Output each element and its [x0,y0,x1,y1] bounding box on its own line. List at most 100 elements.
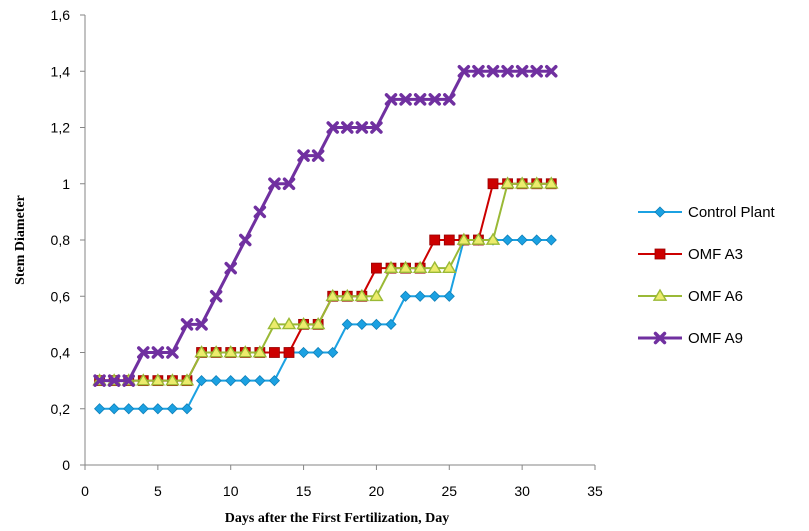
data-point [443,234,455,246]
data-point [93,374,106,387]
data-point [456,232,472,245]
data-point [107,374,121,387]
data-point [151,346,165,359]
data-point [442,260,457,274]
x-tick-label: 30 [514,483,530,499]
data-point [165,373,180,386]
data-point [457,65,471,78]
data-point [515,65,529,78]
data-point [544,176,559,189]
data-point [472,65,485,78]
series-2 [94,178,557,387]
data-point [136,373,151,386]
data-point [194,345,209,358]
data-point [239,233,252,247]
legend-item: OMF A3 [638,246,743,263]
data-point [325,288,340,302]
y-tick-label: 1 [62,176,70,192]
legend-item: OMF A6 [638,288,743,305]
data-point [414,290,426,302]
data-point [312,346,324,359]
data-point [223,345,238,358]
data-point [123,403,135,415]
data-point [371,262,382,274]
legend-marker [654,206,666,218]
data-point [196,375,208,387]
x-tick-label: 0 [81,483,89,499]
data-point [529,176,544,189]
tick-labels: 0 5 10 15 20 25 30 35 0 0,2 0,4 0,6 0,8 1 1,2 1,4 1,6 [51,7,603,499]
legend-item: OMF A9 [638,330,743,347]
data-point [487,178,499,190]
data-point [252,345,268,358]
data-point [545,234,557,246]
data-point [267,316,282,330]
data-point [530,65,543,78]
data-point [486,65,500,78]
x-axis-label: Days after the First Fertilization, Day [225,511,449,526]
data-point [152,403,164,415]
data-point [310,316,326,330]
data-point [150,373,166,386]
legend-marker [652,288,668,301]
data-point [501,65,514,78]
data-point [137,346,150,359]
series-1 [94,234,557,415]
data-point [398,260,413,274]
legend-label: Control Plant [688,204,776,221]
data-point [296,316,311,330]
data-point [413,93,427,106]
data-point [385,318,397,330]
y-tick-label: 0,2 [51,401,71,417]
data-point [137,403,149,415]
data-point [370,318,382,330]
x-tick-label: 25 [441,483,457,499]
data-point [297,149,310,162]
data-point [516,234,528,246]
data-point [108,403,120,415]
data-point [268,375,280,387]
series-line [99,69,552,383]
data-point [355,121,369,134]
data-point [254,375,266,387]
data-point [429,234,441,246]
x-tick-label: 10 [223,483,239,499]
data-point [181,403,193,415]
x-tick-label: 15 [296,483,312,499]
legend-marker [654,248,666,260]
data-point [326,121,339,134]
legend-label: OMF A9 [688,330,743,347]
data-point [384,93,398,106]
data-point [341,318,353,330]
data-point [195,318,208,331]
legend-item: Control Plant [638,204,776,221]
data-point [268,177,281,190]
x-tick-label: 5 [154,483,162,499]
data-point [208,345,224,358]
y-axis-label: Stem Diameter [13,195,28,285]
data-point [166,346,179,359]
data-point [253,205,267,219]
data-point [443,290,455,302]
data-point [180,318,194,331]
data-point [370,121,383,134]
data-point [166,403,178,415]
data-point [311,149,325,162]
data-point [412,260,428,274]
data-point [281,316,297,330]
data-point [545,65,558,78]
data-point [239,375,251,387]
data-point [94,403,106,415]
y-tick-label: 1,6 [51,7,71,23]
data-point [269,347,280,358]
data-point [340,288,355,302]
data-point [399,93,412,106]
data-point [210,375,222,387]
data-point [429,290,441,302]
y-tick-label: 0,8 [51,232,71,248]
data-point [238,345,253,358]
data-point [122,374,135,387]
x-tick-label: 35 [587,483,603,499]
y-tick-label: 0 [62,457,70,473]
